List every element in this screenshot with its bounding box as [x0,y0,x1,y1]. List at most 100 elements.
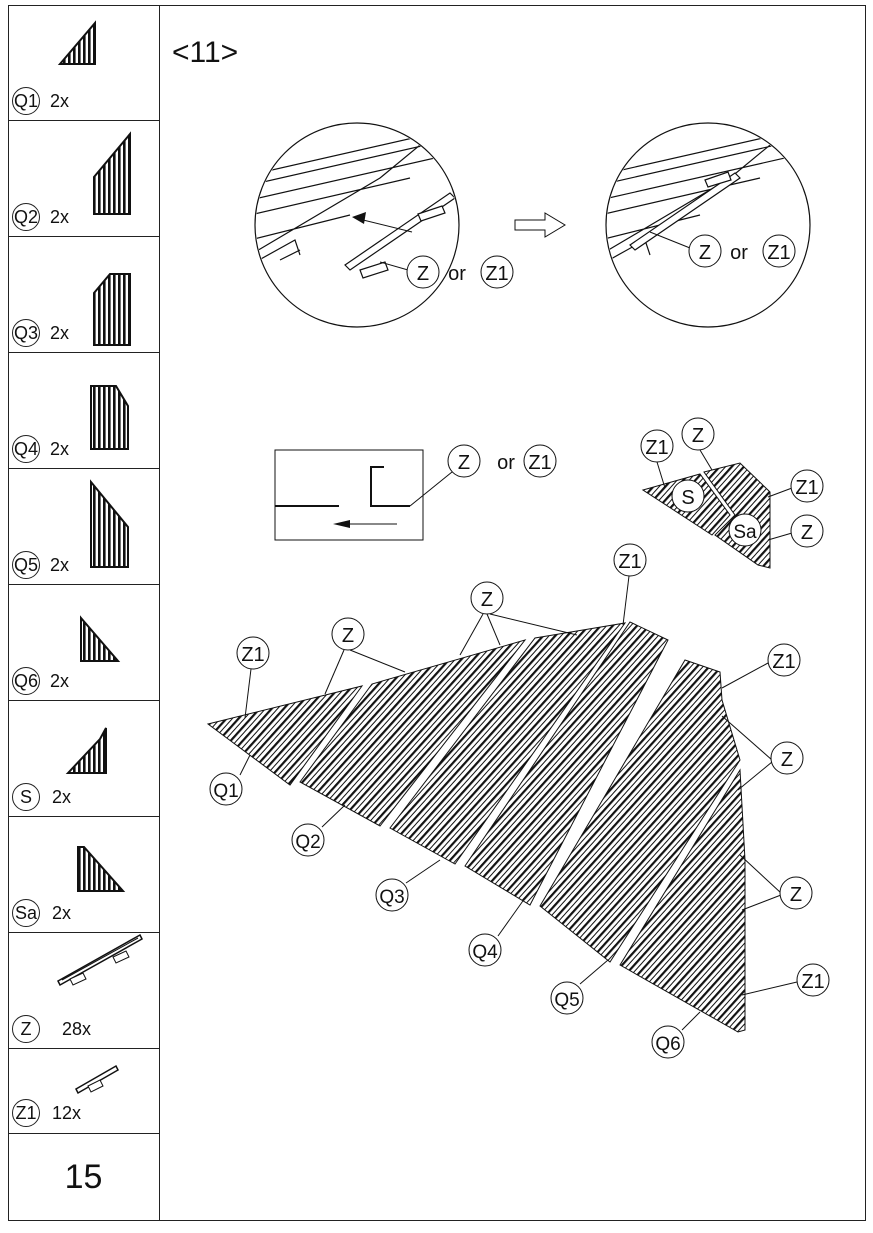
callout-z1: Z1 [767,643,801,677]
part-id: Sa [12,899,40,927]
part-id: Q6 [12,667,41,695]
arrow-icon [333,520,350,528]
callout-z1: Z1 [485,263,508,285]
parts-list: Q1 2x Q2 2x Q3 2x Q4 2x Q5 2x Q6 2x S 2x… [8,5,160,1221]
panel-q6 [619,768,746,1033]
panel-s-icon [65,727,107,774]
page-frame [8,5,866,1221]
svg-text:Q1: Q1 [213,781,238,802]
svg-text:Z: Z [790,884,802,906]
callout-z: Z [681,417,715,451]
svg-text:S: S [681,487,694,509]
callout-z1: Z1 [528,452,551,474]
svg-text:Z1: Z1 [618,551,641,573]
part-qty: 28x [62,1019,92,1039]
callout-sa: Sa [728,513,762,547]
panel-q4 [464,621,669,906]
or-label: or [730,242,748,264]
part-id: Z1 [12,1099,40,1127]
part-qty: 2x [50,555,70,575]
part-id: Z [12,1015,40,1043]
part-cell-q1: Q1 2x [8,5,159,121]
callout-z1: Z1 [236,636,270,670]
label-q1: Q1 [209,772,243,806]
panel-q3-icon [93,273,131,346]
svg-text:Sa: Sa [733,522,757,543]
page-number: 15 [64,1158,103,1196]
part-cell-s: S 2x [8,701,159,817]
detail-after: Z or Z1 [605,122,811,328]
callout-s: S [671,479,705,513]
panel-q5 [539,659,741,963]
part-qty: 2x [50,323,70,343]
callout-z1: Z1 [796,963,830,997]
svg-text:Z: Z [692,425,704,447]
callout-z: Z [470,581,504,615]
gable-small: Z1 Z S Sa Z1 Z [640,417,824,569]
callout-z: Z [458,452,470,474]
svg-text:Q3: Q3 [379,887,404,908]
svg-text:Z1: Z1 [241,644,264,666]
svg-text:Q4: Q4 [472,942,498,963]
svg-text:Z: Z [481,589,493,611]
profile-detail-box: Z or Z1 [274,444,557,541]
panel-q1 [206,685,364,786]
panel-sa-icon [77,846,126,892]
label-q3: Q3 [375,878,409,912]
panel-q3 [389,622,627,865]
detail-before: Z or Z1 [254,122,514,328]
part-qty: 2x [52,903,72,923]
part-id: Q4 [12,435,41,463]
part-id: Q1 [12,87,41,115]
panel-q4-icon [90,385,129,450]
svg-text:Q2: Q2 [295,832,320,853]
part-qty: 2x [50,671,70,691]
svg-text:Z1: Z1 [801,971,824,993]
step-number: <11> [172,36,238,69]
panel-q6-icon [80,615,121,662]
svg-text:Z: Z [781,749,793,771]
panel-q2-icon [93,131,131,215]
part-id: Q5 [12,551,41,579]
panel-q5-icon [90,479,129,568]
gable-assembly: Z1 Z Z Z1 Z1 Z Z Z1 Q1 Q2 Q3 Q4 Q5 Q6 [206,543,830,1059]
callout-z1: Z1 [640,429,674,463]
part-qty: 2x [50,207,70,227]
svg-text:Q6: Q6 [655,1034,680,1055]
part-cell-z: Z 28x [8,933,159,1049]
callout-z1: Z1 [790,469,824,503]
callout-z: Z [779,876,813,910]
part-qty: 2x [52,787,72,807]
callout-z: Z [770,741,804,775]
part-id: Q3 [12,319,41,347]
svg-text:Z1: Z1 [795,477,818,499]
panel-q2 [299,639,527,827]
part-cell-q4: Q4 2x [8,353,159,469]
svg-text:Z1: Z1 [645,437,668,459]
part-id: Q2 [12,203,41,231]
svg-text:Z: Z [342,625,354,647]
panel-q1-icon [57,20,96,65]
label-q4: Q4 [468,933,502,967]
svg-text:Z: Z [801,522,813,544]
callout-z1: Z1 [767,242,790,264]
part-cell-q6: Q6 2x [8,585,159,701]
or-label: or [448,263,466,285]
label-q5: Q5 [550,981,584,1015]
connector-z-icon [57,933,143,987]
callout-z: Z [699,242,711,264]
part-qty: 2x [50,91,70,111]
part-qty: 12x [52,1103,82,1123]
connector-z1-icon [75,1064,119,1095]
label-q2: Q2 [291,823,325,857]
part-cell-sa: Sa 2x [8,817,159,933]
part-qty: 2x [50,439,70,459]
part-cell-q2: Q2 2x [8,121,159,237]
next-arrow-icon [514,212,566,238]
svg-text:Q5: Q5 [554,990,579,1011]
part-cell-q5: Q5 2x [8,469,159,585]
part-cell-q3: Q3 2x [8,237,159,353]
or-label: or [497,452,515,474]
callout-z: Z [790,514,824,548]
